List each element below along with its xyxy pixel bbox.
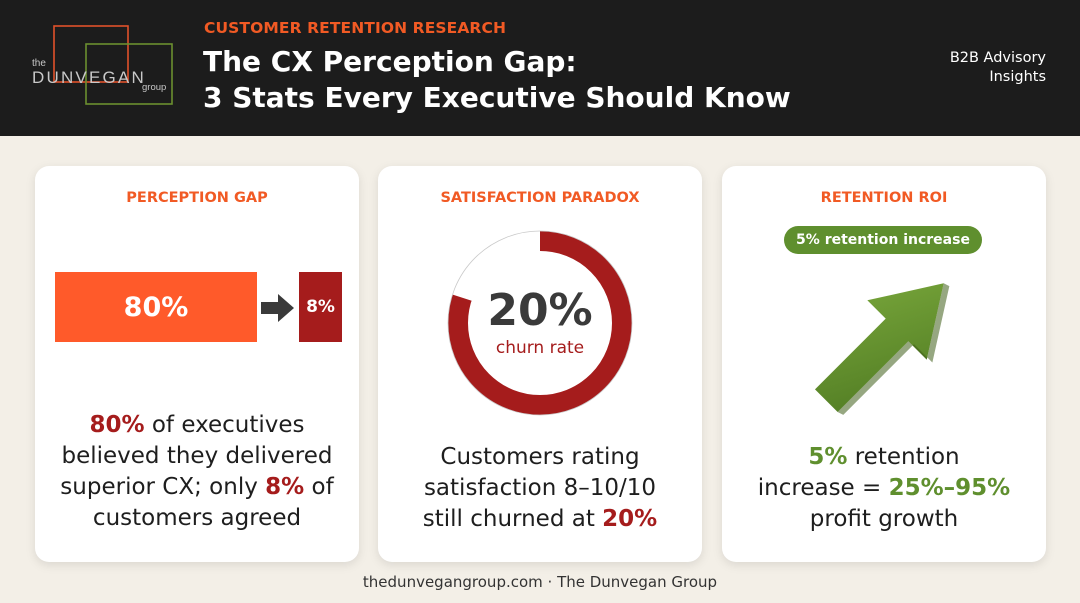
overlapping-squares-logo-icon: the DUNVEGAN group xyxy=(32,25,173,105)
page-title-line2: 3 Stats Every Executive Should Know xyxy=(203,81,791,114)
dunvegan-logo[interactable]: the DUNVEGAN group xyxy=(30,24,180,108)
footer-text[interactable]: thedunvegangroup.com · The Dunvegan Grou… xyxy=(362,573,718,591)
retention-roi-card: RETENTION ROI 5% retention increase 5% r… xyxy=(722,166,1046,562)
header-tagline: B2B Advisory Insights xyxy=(950,49,1046,87)
churn-donut-chart xyxy=(447,230,633,416)
donut-outline xyxy=(447,230,633,416)
satisfaction-paradox-card: SATISFACTION PARADOX 20% churn rate Cust… xyxy=(378,166,702,562)
logo-line2: DUNVEGAN xyxy=(32,68,146,87)
desc-line: customers agreed xyxy=(92,505,302,531)
donut-center: 20% churn rate xyxy=(440,223,640,423)
card-title: SATISFACTION PARADOX xyxy=(440,190,640,206)
donut-value: 20% xyxy=(487,285,593,336)
growth-arrow-icon xyxy=(814,283,950,415)
satisfaction-description: Customers rating satisfaction 8–10/10 st… xyxy=(378,442,702,535)
donut-segment xyxy=(451,230,541,302)
card-title: RETENTION ROI xyxy=(820,190,948,206)
desc-line: satisfaction 8–10/10 xyxy=(423,475,657,501)
header-kicker: CUSTOMER RETENTION RESEARCH xyxy=(204,19,507,37)
logo-line3: group xyxy=(142,82,166,93)
retention-pill: 5% retention increase xyxy=(784,226,982,254)
desc-line: believed they delivered xyxy=(61,443,333,469)
desc-line: 5% retention xyxy=(808,444,960,470)
highlight-profit: 25%–95% xyxy=(888,475,1011,501)
arrow-right-icon xyxy=(261,294,294,322)
tagline-line2: Insights xyxy=(989,69,1046,85)
customers-bar: 8% xyxy=(299,272,342,342)
desc-line: 80% of executives xyxy=(89,412,305,438)
page-title-line1: The CX Perception Gap: xyxy=(203,45,577,78)
tagline-line1: B2B Advisory xyxy=(949,50,1046,66)
highlight-80: 80% xyxy=(89,412,145,438)
highlight-8: 8% xyxy=(265,474,305,500)
retention-description: 5% retention increase = 25%–95% profit g… xyxy=(722,442,1046,535)
highlight-20: 20% xyxy=(602,506,658,532)
desc-line: Customers rating xyxy=(440,444,640,470)
header-bar: the DUNVEGAN group CUSTOMER RETENTION RE… xyxy=(0,0,1080,136)
desc-line: increase = 25%–95% xyxy=(757,475,1011,501)
highlight-5: 5% xyxy=(808,444,848,470)
perception-gap-card: PERCEPTION GAP 80% 8% 80% of executives … xyxy=(35,166,359,562)
desc-line: still churned at 20% xyxy=(422,506,658,532)
desc-line: superior CX; only 8% of xyxy=(60,474,334,500)
card-title: PERCEPTION GAP xyxy=(126,190,268,206)
executives-bar: 80% xyxy=(55,272,257,342)
logo-line1: the xyxy=(32,58,46,69)
donut-label: churn rate xyxy=(495,338,585,358)
perception-description: 80% of executives believed they delivere… xyxy=(35,410,359,534)
desc-line: profit growth xyxy=(809,506,959,532)
page-title: The CX Perception Gap: 3 Stats Every Exe… xyxy=(203,44,791,116)
